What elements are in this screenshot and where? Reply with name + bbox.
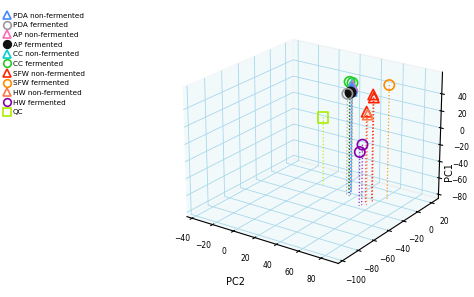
X-axis label: PC2: PC2 <box>227 277 246 287</box>
Text: PC1: PC1 <box>445 162 455 181</box>
Legend: PDA non-fermented, PDA fermented, AP non-fermented, AP fermented, CC non-ferment: PDA non-fermented, PDA fermented, AP non… <box>4 12 85 115</box>
